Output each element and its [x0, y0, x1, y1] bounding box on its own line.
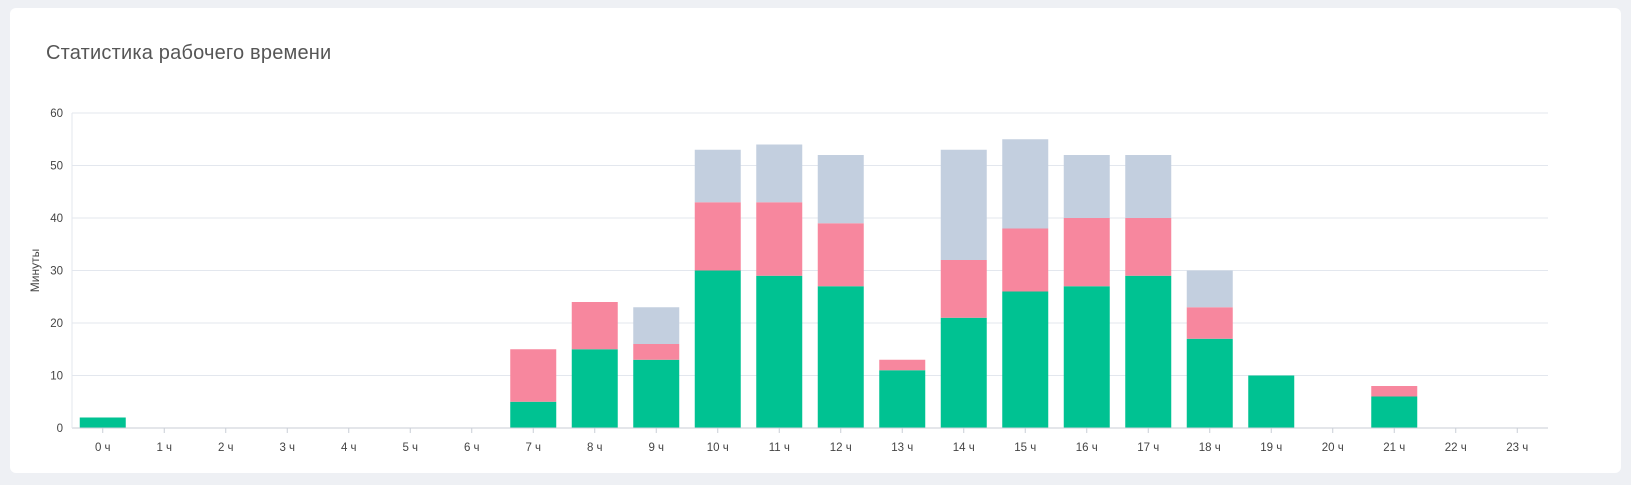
bar-pink-15[interactable]	[1002, 228, 1049, 292]
x-tick-label: 10 ч	[707, 442, 729, 454]
x-axis-ticks: 0 ч 1 ч 2 ч 3 ч 4 ч 5 ч 6 ч 7 ч 8 ч 9 ч 10 ч 11 ч 12…	[95, 428, 1528, 454]
x-tick-label: 22 ч	[1445, 442, 1467, 454]
bar-gray-16[interactable]	[1063, 155, 1110, 218]
bar-green-16[interactable]	[1063, 286, 1110, 428]
bar-pink-9[interactable]	[633, 344, 680, 360]
bar-pink-18[interactable]	[1186, 307, 1233, 339]
x-tick-label: 5 ч	[402, 442, 418, 454]
x-tick-label: 11 ч	[769, 442, 790, 454]
x-tick-label: 15 ч	[1014, 442, 1036, 454]
x-tick-label: 7 ч	[525, 442, 541, 454]
x-tick-label: 2 ч	[218, 442, 234, 454]
bar-green-19[interactable]	[1248, 375, 1295, 429]
bar-green-13[interactable]	[879, 370, 926, 428]
bar-green-21[interactable]	[1371, 396, 1418, 429]
x-tick-label: 16 ч	[1076, 442, 1098, 454]
bar-green-7[interactable]	[510, 401, 557, 428]
x-tick-label: 4 ч	[341, 442, 357, 454]
bar-gray-15[interactable]	[1002, 139, 1049, 229]
x-tick-label: 9 ч	[648, 442, 664, 454]
bar-pink-11[interactable]	[756, 202, 803, 276]
chart-title: Статистика рабочего времени	[46, 42, 332, 64]
grid-lines	[72, 112, 1548, 376]
bar-pink-17[interactable]	[1125, 218, 1172, 276]
bar-pink-13[interactable]	[879, 359, 926, 371]
bar-green-17[interactable]	[1125, 275, 1172, 428]
y-axis-ticks: 0 10 20 30 40 50 60	[50, 108, 63, 435]
bar-green-12[interactable]	[817, 286, 864, 428]
bar-gray-14[interactable]	[940, 149, 987, 260]
bar-pink-8[interactable]	[571, 302, 618, 350]
bar-green-15[interactable]	[1002, 291, 1049, 429]
bar-green-8[interactable]	[571, 349, 618, 428]
bars	[79, 139, 1418, 429]
y-tick-label: 50	[50, 161, 63, 173]
bar-gray-11[interactable]	[756, 144, 803, 203]
x-tick-label: 20 ч	[1322, 442, 1344, 454]
x-tick-label: 12 ч	[830, 442, 852, 454]
x-tick-label: 21 ч	[1383, 442, 1405, 454]
x-tick-label: 17 ч	[1137, 442, 1159, 454]
bar-gray-18[interactable]	[1186, 270, 1233, 308]
bar-gray-9[interactable]	[633, 307, 680, 344]
y-axis-title: Минуты	[28, 249, 42, 292]
bar-green-0[interactable]	[79, 417, 126, 429]
bar-green-14[interactable]	[940, 317, 987, 428]
x-tick-label: 23 ч	[1506, 442, 1528, 454]
bar-green-18[interactable]	[1186, 338, 1233, 428]
bar-pink-12[interactable]	[817, 223, 864, 287]
x-tick-label: 0 ч	[95, 442, 111, 454]
bar-pink-16[interactable]	[1063, 218, 1110, 287]
bar-green-9[interactable]	[633, 359, 680, 428]
x-tick-label: 3 ч	[279, 442, 295, 454]
x-tick-label: 19 ч	[1260, 442, 1282, 454]
bar-gray-17[interactable]	[1125, 155, 1172, 218]
bar-gray-12[interactable]	[817, 155, 864, 224]
x-tick-label: 14 ч	[953, 442, 975, 454]
bar-pink-14[interactable]	[940, 260, 987, 318]
bar-pink-10[interactable]	[694, 202, 741, 271]
y-tick-label: 20	[50, 318, 63, 330]
bar-gray-10[interactable]	[694, 149, 741, 203]
bar-green-10[interactable]	[694, 270, 741, 429]
x-tick-label: 18 ч	[1199, 442, 1221, 454]
x-tick-label: 8 ч	[587, 442, 603, 454]
y-tick-label: 40	[50, 213, 63, 225]
y-tick-label: 10	[50, 371, 63, 383]
x-tick-label: 1 ч	[156, 442, 172, 454]
bar-green-11[interactable]	[756, 275, 803, 428]
bar-pink-7[interactable]	[510, 349, 557, 402]
stats-card: Статистика рабочего времени	[10, 8, 1621, 473]
x-tick-label: 13 ч	[891, 442, 913, 454]
bar-pink-21[interactable]	[1371, 386, 1418, 397]
x-tick-label: 6 ч	[464, 442, 480, 454]
y-tick-label: 30	[50, 266, 63, 278]
y-tick-label: 60	[50, 108, 63, 120]
y-tick-label: 0	[57, 423, 63, 435]
